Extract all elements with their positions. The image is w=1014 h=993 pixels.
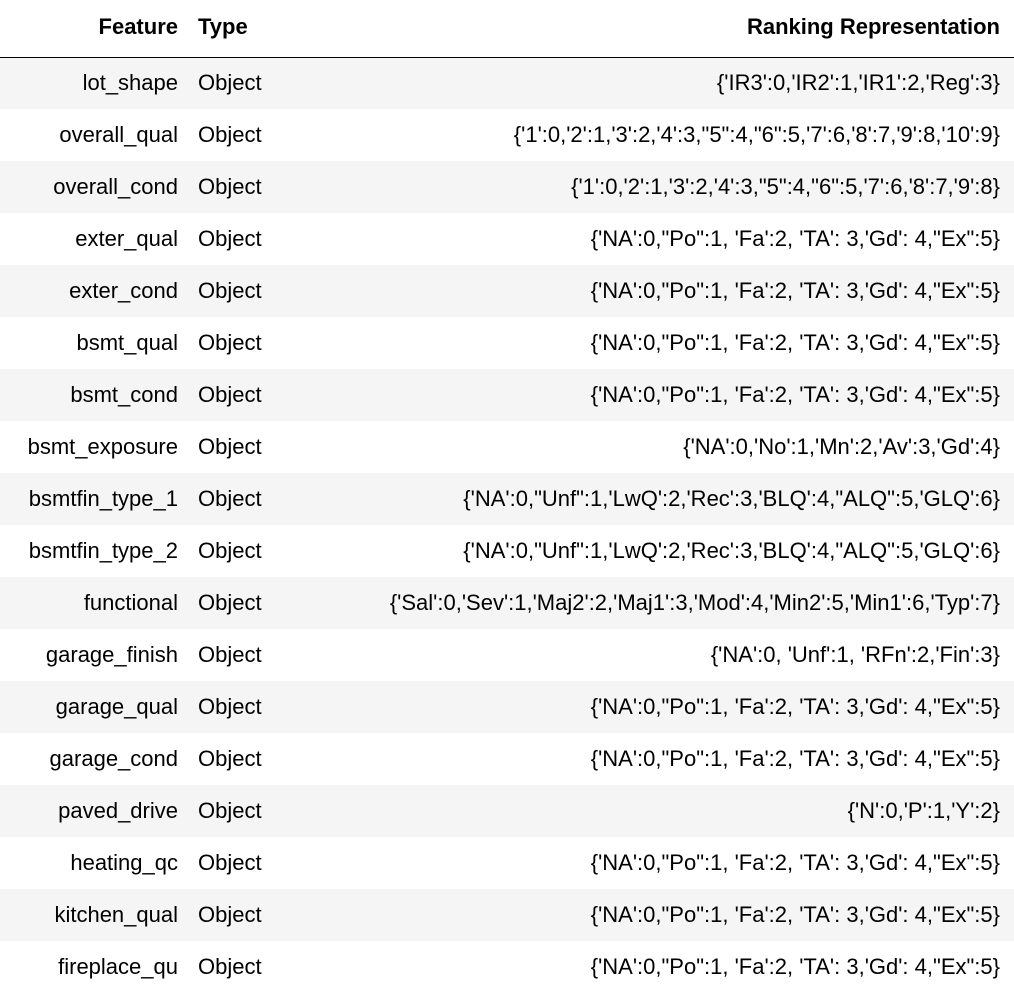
feature-cell: bsmt_exposure — [27, 434, 178, 459]
column-header-type: Type — [188, 0, 282, 58]
table-row: bsmt_exposure Object {'NA':0,'No':1,'Mn':2… — [0, 421, 1014, 473]
table-row: garage_finish Object {'NA':0, 'Unf':1, 'RF… — [0, 629, 1014, 681]
type-cell: Object — [198, 850, 262, 875]
column-header-feature: Feature — [0, 0, 188, 58]
table-row: fireplace_qu Object {'NA':0,"Po":1, 'Fa':2… — [0, 941, 1014, 993]
ranking-representation-cell: {'N':0,'P':1,'Y':2} — [847, 798, 1000, 823]
column-header-ranking-representation: Ranking Representation — [282, 0, 1014, 58]
ranking-representation-cell: {'NA':0,"Po":1, 'Fa':2, 'TA': 3,'Gd': 4,… — [590, 694, 1000, 719]
table-header: Feature Type Ranking Representation — [0, 0, 1014, 58]
ranking-representation-cell: {'NA':0,"Po":1, 'Fa':2, 'TA': 3,'Gd': 4,… — [590, 330, 1000, 355]
type-cell: Object — [198, 642, 262, 667]
feature-cell: bsmt_cond — [70, 382, 178, 407]
feature-cell: garage_cond — [49, 746, 178, 771]
table-row: garage_cond Object {'NA':0,"Po":1, 'Fa':2,… — [0, 733, 1014, 785]
ranking-representation-cell: {'IR3':0,'IR2':1,'IR1':2,'Reg':3} — [716, 70, 1000, 96]
feature-cell: overall_qual — [59, 122, 178, 147]
ranking-representation-cell: {'1':0,'2':1,'3':2,'4':3,"5":4,"6":5,'7'… — [513, 122, 1000, 147]
feature-cell: heating_qc — [70, 850, 178, 875]
table-row: heating_qc Object {'NA':0,"Po":1, 'Fa':2, … — [0, 837, 1014, 889]
feature-cell: overall_cond — [53, 174, 178, 199]
type-cell: Object — [198, 954, 262, 979]
feature-cell: functional — [83, 590, 178, 615]
type-cell: Object — [198, 278, 262, 303]
type-cell: Object — [198, 174, 262, 199]
type-cell: Object — [198, 226, 262, 251]
ranking-representation-cell: {'NA':0,"Unf":1,'LwQ':2,'Rec':3,'BLQ':4,… — [463, 486, 1000, 511]
table-row: bsmt_cond Object {'NA':0,"Po":1, 'Fa':2, '… — [0, 369, 1014, 421]
type-cell: Object — [198, 122, 262, 147]
table-row: bsmt_qual Object {'NA':0,"Po":1, 'Fa':2, '… — [0, 317, 1014, 369]
table-row: kitchen_qual Object {'NA':0,"Po":1, 'Fa':2… — [0, 889, 1014, 941]
table-row: lot_shape Object {'IR3':0,'IR2':1,'IR1':2,… — [0, 57, 1014, 109]
type-cell: Object — [198, 486, 262, 511]
feature-cell: lot_shape — [82, 70, 178, 96]
feature-cell: paved_drive — [58, 798, 178, 823]
feature-cell: bsmtfin_type_1 — [28, 486, 178, 511]
feature-cell: fireplace_qu — [58, 954, 178, 979]
type-cell: Object — [198, 330, 262, 355]
feature-cell: kitchen_qual — [54, 902, 178, 927]
ranking-representation-cell: {'Sal':0,'Sev':1,'Maj2':2,'Maj1':3,'Mod'… — [389, 590, 1000, 615]
ranking-representation-cell: {'NA':0,"Po":1, 'Fa':2, 'TA': 3,'Gd': 4,… — [590, 850, 1000, 875]
table-row: overall_qual Object {'1':0,'2':1,'3':2,'4'… — [0, 109, 1014, 161]
table-row: garage_qual Object {'NA':0,"Po":1, 'Fa':2,… — [0, 681, 1014, 733]
feature-cell: bsmt_qual — [76, 330, 178, 355]
table-row: bsmtfin_type_1 Object {'NA':0,"Unf":1,'LwQ… — [0, 473, 1014, 525]
ranking-representation-cell: {'NA':0,"Po":1, 'Fa':2, 'TA': 3,'Gd': 4,… — [590, 954, 1000, 979]
header-row: Feature Type Ranking Representation — [0, 0, 1014, 58]
table-row: overall_cond Object {'1':0,'2':1,'3':2,'4'… — [0, 161, 1014, 213]
type-cell: Object — [198, 746, 262, 771]
type-cell: Object — [198, 70, 262, 96]
ranking-representation-cell: {'NA':0,'No':1,'Mn':2,'Av':3,'Gd':4} — [683, 434, 1000, 459]
type-cell: Object — [198, 434, 262, 459]
ranking-representation-cell: {'NA':0,"Po":1, 'Fa':2, 'TA': 3,'Gd': 4,… — [590, 226, 1000, 251]
type-cell: Object — [198, 694, 262, 719]
ranking-representation-cell: {'1':0,'2':1,'3':2,'4':3,"5":4,"6":5,'7'… — [571, 174, 1000, 199]
table-body: lot_shape Object {'IR3':0,'IR2':1,'IR1':2,… — [0, 57, 1014, 993]
ranking-representation-cell: {'NA':0,"Po":1, 'Fa':2, 'TA': 3,'Gd': 4,… — [590, 746, 1000, 771]
feature-cell: garage_qual — [55, 694, 178, 719]
table-row: exter_qual Object {'NA':0,"Po":1, 'Fa':2, … — [0, 213, 1014, 265]
table-row: paved_drive Object {'N':0,'P':1,'Y':2} — [0, 785, 1014, 837]
type-cell: Object — [198, 538, 262, 563]
type-cell: Object — [198, 590, 262, 615]
feature-cell: garage_finish — [45, 642, 178, 667]
ranking-representation-cell: {'NA':0,"Po":1, 'Fa':2, 'TA': 3,'Gd': 4,… — [590, 902, 1000, 927]
ranking-representation-cell: {'NA':0,"Po":1, 'Fa':2, 'TA': 3,'Gd': 4,… — [590, 382, 1000, 407]
type-cell: Object — [198, 902, 262, 927]
table-row: functional Object {'Sal':0,'Sev':1,'Maj2':… — [0, 577, 1014, 629]
type-cell: Object — [198, 382, 262, 407]
ranking-representation-cell: {'NA':0,"Unf":1,'LwQ':2,'Rec':3,'BLQ':4,… — [463, 538, 1000, 563]
ranking-representation-cell: {'NA':0, 'Unf':1, 'RFn':2,'Fin':3} — [710, 642, 1000, 667]
feature-cell: exter_qual — [75, 226, 178, 251]
table-row: bsmtfin_type_2 Object {'NA':0,"Unf":1,'LwQ… — [0, 525, 1014, 577]
table-row: exter_cond Object {'NA':0,"Po":1, 'Fa':2, … — [0, 265, 1014, 317]
feature-cell: exter_cond — [69, 278, 178, 303]
type-cell: Object — [198, 798, 262, 823]
feature-cell: bsmtfin_type_2 — [28, 538, 178, 563]
ranking-representation-cell: {'NA':0,"Po":1, 'Fa':2, 'TA': 3,'Gd': 4,… — [590, 278, 1000, 303]
